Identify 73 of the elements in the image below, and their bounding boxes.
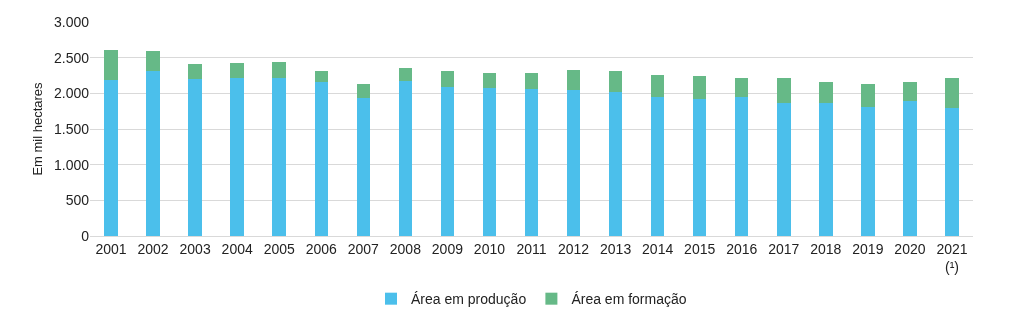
bar — [566, 69, 581, 90]
x-tick-label: 2013 — [600, 240, 632, 257]
bar — [735, 96, 749, 236]
x-tick-label: 2014 — [642, 240, 674, 257]
x-tick-label: 2012 — [557, 240, 590, 257]
bar — [188, 79, 202, 236]
bar — [230, 78, 244, 236]
legend-label: Área em produção — [411, 291, 527, 308]
bar — [314, 81, 328, 236]
x-tick-label: 2007 — [347, 240, 380, 257]
bar — [104, 49, 118, 81]
y-tick-label: 1.500 — [53, 120, 90, 137]
bar — [524, 73, 539, 90]
x-tick-label: 2001 — [95, 240, 127, 257]
bar — [272, 77, 286, 236]
x-tick-label: 2015 — [684, 240, 716, 257]
y-tick-label: 3.000 — [53, 13, 90, 30]
bar — [945, 77, 959, 108]
x-tick-label: 2017 — [768, 240, 800, 257]
x-tick-label: 2021 (¹) — [936, 240, 968, 275]
bar — [440, 86, 455, 236]
bar — [608, 71, 623, 92]
x-tick-label: 2002 — [137, 240, 169, 257]
bar — [945, 107, 959, 236]
bar — [861, 84, 875, 107]
x-tick-label: 2010 — [473, 240, 506, 257]
x-tick-label: 2019 — [852, 240, 884, 257]
y-tick-label: 0 — [81, 227, 90, 244]
bar — [777, 78, 791, 104]
bar — [692, 99, 707, 236]
x-tick-label: 2004 — [221, 240, 253, 257]
bar — [482, 72, 497, 88]
bar — [440, 70, 455, 87]
x-tick-label: 2011 — [516, 240, 547, 257]
y-tick-label: 2.500 — [53, 49, 90, 66]
bar — [272, 61, 286, 78]
bar — [356, 97, 371, 236]
x-tick-label: 2009 — [431, 240, 464, 257]
bar — [903, 81, 917, 102]
x-tick-label: 2006 — [305, 240, 338, 257]
bar — [566, 89, 581, 236]
bar — [692, 75, 707, 100]
bar — [861, 106, 875, 236]
x-tick-label: 2018 — [810, 240, 842, 257]
bar — [735, 77, 749, 97]
x-tick-label: 2008 — [389, 240, 422, 257]
bar — [146, 71, 160, 236]
x-tick-label: 2020 — [894, 240, 926, 257]
bar — [819, 103, 833, 236]
bar — [104, 80, 118, 236]
y-axis-title: Em mil hectares — [29, 81, 45, 176]
bar — [608, 91, 623, 236]
bar — [650, 74, 665, 97]
y-tick-label: 500 — [65, 192, 90, 209]
legend-label: Área em formação — [571, 291, 687, 308]
bar — [650, 96, 665, 236]
x-tick-label: 2003 — [179, 240, 211, 257]
bar — [188, 64, 202, 80]
bar — [482, 87, 497, 236]
x-tick-label: 2016 — [726, 240, 758, 257]
bar — [398, 67, 413, 82]
y-tick-label: 2.000 — [53, 85, 90, 102]
bar — [777, 103, 791, 236]
bar — [524, 89, 539, 236]
bar — [398, 81, 413, 236]
bar — [903, 101, 917, 236]
y-tick-label: 1.000 — [53, 156, 90, 173]
bar — [819, 81, 833, 104]
x-tick-label: 2005 — [263, 240, 295, 257]
bar — [230, 63, 244, 79]
bar — [314, 70, 328, 82]
bar — [356, 84, 371, 98]
bar — [146, 51, 160, 72]
